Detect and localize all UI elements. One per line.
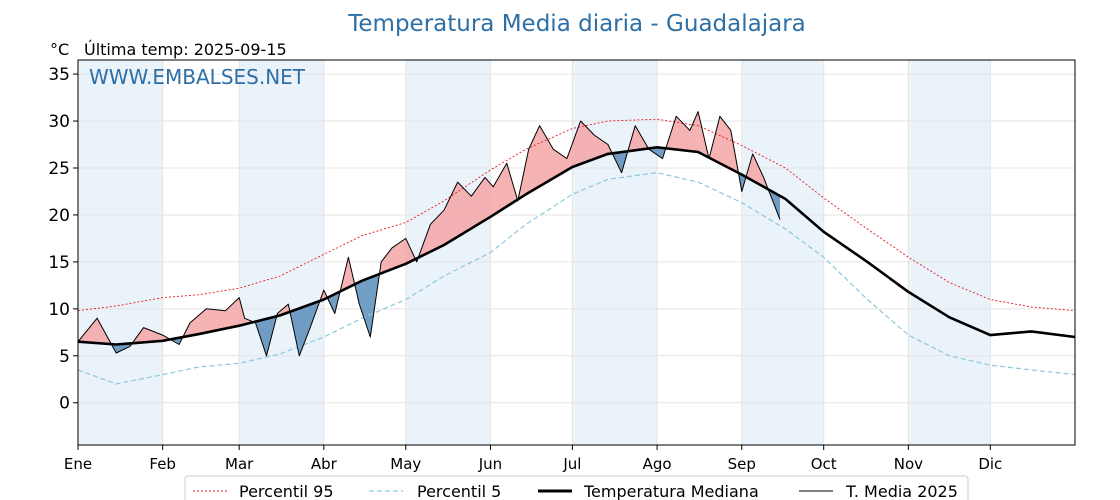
y-tick-label: 35: [48, 65, 70, 85]
y-tick-label: 30: [48, 112, 70, 132]
month-shade-Ene: [78, 60, 163, 445]
below-median-fill: [355, 271, 380, 337]
x-tick-label: Jun: [478, 455, 502, 473]
x-tick-label: Oct: [811, 455, 837, 473]
x-tick-label: Nov: [894, 455, 923, 473]
above-median-fill: [132, 327, 171, 344]
y-tick-label: 15: [48, 253, 70, 273]
below-median-fill: [291, 297, 322, 356]
month-shade-May: [405, 60, 491, 445]
below-median-fill: [254, 313, 278, 356]
legend: Percentil 95 Percentil 5 Temperatura Med…: [184, 475, 969, 500]
above-median-fill: [419, 163, 518, 258]
chart-title: Temperatura Media diaria - Guadalajara: [347, 11, 806, 37]
y-unit-label: °C: [50, 40, 69, 59]
above-median-fill: [747, 153, 770, 192]
month-shade-Jul: [572, 60, 658, 445]
legend-label-p95: Percentil 95: [239, 482, 334, 500]
above-median-fill: [519, 121, 614, 199]
series-line-current: [77, 111, 781, 357]
x-tick-label: Abr: [311, 455, 338, 473]
legend-label-p5: Percentil 5: [417, 482, 501, 500]
below-median-fill: [613, 149, 629, 173]
month-shade-Sep: [741, 60, 824, 445]
y-tick-label: 20: [48, 206, 70, 226]
watermark: WWW.EMBALSES.NET: [89, 65, 306, 89]
legend-label-median: Temperatura Mediana: [583, 482, 759, 500]
month-shade-Nov: [908, 60, 991, 445]
x-tick-label: Sep: [728, 455, 756, 473]
x-axis: Ene Feb Mar Abr May Jun Jul Ago Sep Oct Nov Dic: [64, 445, 1002, 473]
x-tick-label: Jul: [562, 455, 581, 473]
last-temp-label: Última temp: 2025-09-15: [84, 40, 287, 59]
month-shade-Mar: [239, 60, 324, 445]
y-tick-label: 5: [59, 347, 70, 367]
x-tick-label: Dic: [978, 455, 1002, 473]
x-tick-label: May: [390, 455, 421, 473]
above-median-fill: [340, 257, 356, 292]
y-tick-label: 0: [59, 394, 70, 414]
plot-frame: [77, 59, 1076, 446]
x-tick-label: Ago: [643, 455, 672, 473]
x-tick-label: Mar: [225, 455, 254, 473]
above-median-fill: [666, 111, 709, 159]
x-tick-label: Feb: [149, 455, 176, 473]
x-tick-label: Ene: [64, 455, 92, 473]
series-line-median: [77, 146, 1076, 346]
above-median-fill: [379, 238, 417, 274]
y-tick-label: 25: [48, 159, 70, 179]
above-median-fill: [710, 116, 739, 177]
legend-box: [184, 475, 969, 500]
above-median-fill: [183, 297, 255, 337]
month-shading: [78, 60, 991, 445]
above-median-fill: [78, 318, 113, 346]
anomaly-fills: [78, 111, 780, 356]
y-axis: 0 5 10 15 20 25 30 35: [48, 65, 78, 414]
series-lines: [77, 111, 1076, 385]
legend-label-current: T. Media 2025: [845, 482, 958, 500]
y-tick-label: 10: [48, 300, 70, 320]
